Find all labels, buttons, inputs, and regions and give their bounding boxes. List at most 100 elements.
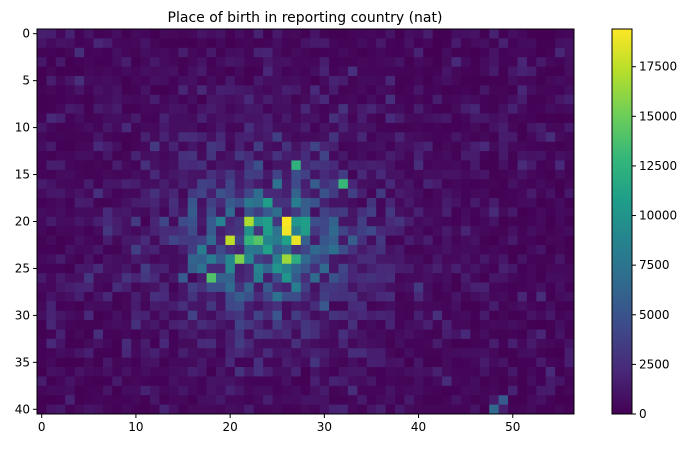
heatmap-cell xyxy=(460,244,471,255)
heatmap-cell xyxy=(244,357,255,368)
heatmap-cell xyxy=(112,113,123,124)
heatmap-cell xyxy=(357,188,368,199)
heatmap-cell xyxy=(168,29,179,39)
heatmap-cell xyxy=(432,188,443,199)
heatmap-cell xyxy=(376,29,386,39)
heatmap-cell xyxy=(206,188,217,199)
heatmap-cell xyxy=(404,122,415,133)
heatmap-cell xyxy=(460,179,471,190)
heatmap-cell xyxy=(376,179,386,190)
heatmap-cell xyxy=(329,141,339,152)
heatmap-cell xyxy=(263,348,273,359)
heatmap-cell xyxy=(470,404,481,415)
heatmap-cell xyxy=(291,57,302,67)
heatmap-cell xyxy=(451,263,462,274)
heatmap-cell xyxy=(555,338,565,349)
heatmap-cell xyxy=(46,338,57,349)
heatmap-cell xyxy=(93,301,104,312)
heatmap-cell xyxy=(178,282,189,293)
heatmap-cell xyxy=(545,385,556,396)
heatmap-cell xyxy=(470,207,481,218)
heatmap-cell xyxy=(347,57,358,67)
heatmap-cell xyxy=(413,179,424,190)
heatmap-cell xyxy=(150,94,160,105)
heatmap-cell xyxy=(366,348,377,359)
heatmap-cell xyxy=(84,395,94,406)
heatmap-cell xyxy=(74,160,85,171)
heatmap-cell xyxy=(517,320,528,330)
heatmap-cell xyxy=(498,310,509,321)
heatmap-cell xyxy=(112,376,123,387)
heatmap-cell xyxy=(93,235,104,246)
heatmap-cell xyxy=(65,216,76,227)
heatmap-cell xyxy=(93,263,104,274)
heatmap-cell xyxy=(150,273,160,283)
heatmap-cell xyxy=(102,75,113,86)
heatmap-cell xyxy=(319,301,330,312)
heatmap-cell xyxy=(508,160,518,171)
heatmap-cell xyxy=(489,254,500,265)
heatmap-cell xyxy=(423,198,434,208)
heatmap-cell xyxy=(517,254,528,265)
heatmap-cell xyxy=(498,29,509,39)
heatmap-cell xyxy=(442,338,452,349)
heatmap-cell xyxy=(479,376,490,387)
heatmap-cell xyxy=(93,310,104,321)
heatmap-cell xyxy=(536,282,547,293)
heatmap-cell xyxy=(168,376,179,387)
heatmap-cell xyxy=(234,301,245,312)
heatmap-cell xyxy=(413,376,424,387)
heatmap-cell xyxy=(357,254,368,265)
heatmap-cell xyxy=(385,160,396,171)
heatmap-cell xyxy=(37,104,47,114)
heatmap-cell xyxy=(385,57,396,67)
heatmap-cell xyxy=(187,57,198,67)
heatmap-cell xyxy=(338,282,349,293)
heatmap-cell xyxy=(197,47,207,58)
heatmap-cell xyxy=(234,75,245,86)
heatmap-cell xyxy=(140,75,151,86)
heatmap-cell xyxy=(187,385,198,396)
chart-title: Place of birth in reporting country (nat… xyxy=(168,10,443,26)
heatmap-cell xyxy=(159,75,170,86)
heatmap-cell xyxy=(216,113,226,124)
heatmap-cell xyxy=(131,357,142,368)
heatmap-cell xyxy=(234,310,245,321)
heatmap-cell xyxy=(102,141,113,152)
heatmap-cell xyxy=(112,320,123,330)
heatmap-cell xyxy=(234,329,245,340)
heatmap-cell xyxy=(357,404,368,415)
heatmap-cell xyxy=(366,216,377,227)
heatmap-cell xyxy=(404,376,415,387)
heatmap-cell xyxy=(121,94,132,105)
heatmap-cell xyxy=(216,57,226,67)
heatmap-cell xyxy=(385,348,396,359)
heatmap-cell xyxy=(102,348,113,359)
heatmap-cell xyxy=(102,57,113,67)
heatmap-cell xyxy=(498,348,509,359)
heatmap-cell xyxy=(263,254,273,265)
heatmap-cell xyxy=(178,75,189,86)
heatmap-cell xyxy=(432,151,443,161)
x-tick-label: 40 xyxy=(411,420,426,434)
heatmap-cell xyxy=(498,132,509,143)
heatmap-cell xyxy=(508,47,518,58)
heatmap-cell xyxy=(121,141,132,152)
heatmap-cell xyxy=(385,282,396,293)
heatmap-cell xyxy=(404,404,415,415)
heatmap-cell xyxy=(423,404,434,415)
heatmap-cell xyxy=(234,320,245,330)
heatmap-cell xyxy=(460,310,471,321)
heatmap-cell xyxy=(555,216,565,227)
heatmap-cell xyxy=(272,254,283,265)
heatmap-cell xyxy=(197,57,207,67)
y-tick-label: 15 xyxy=(15,168,30,182)
heatmap-cell xyxy=(244,348,255,359)
heatmap-cell xyxy=(564,348,575,359)
heatmap-cell xyxy=(310,273,321,283)
heatmap-cell xyxy=(338,113,349,124)
heatmap-cell xyxy=(216,310,226,321)
heatmap-cell xyxy=(385,85,396,96)
heatmap-cell xyxy=(366,66,377,77)
heatmap-cell xyxy=(508,38,518,49)
